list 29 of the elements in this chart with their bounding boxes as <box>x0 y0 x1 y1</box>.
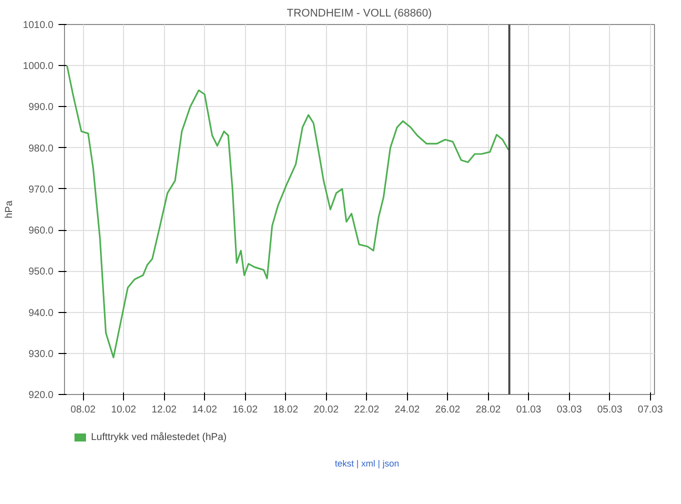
x-tick-label: 07.03 <box>638 404 664 416</box>
x-tick-label: 14.02 <box>192 404 218 416</box>
x-tick-label: 26.02 <box>435 404 461 416</box>
x-tick-label: 16.02 <box>232 404 258 416</box>
y-axis-title: hPa <box>4 200 15 218</box>
chart-title: TRONDHEIM - VOLL (68860) <box>286 8 432 20</box>
x-tick-label: 10.02 <box>111 404 137 416</box>
text: tekst | xml | json <box>334 458 400 468</box>
y-tick-label: 1010.0 <box>22 20 54 31</box>
y-tick-label: 990.0 <box>28 102 54 114</box>
y-tick-label: 940.0 <box>28 308 54 319</box>
x-tick-label: 22.02 <box>354 404 380 416</box>
x-tick-label: 03.03 <box>556 404 582 416</box>
y-tick-label: 930.0 <box>28 348 54 360</box>
y-tick-label: 950.0 <box>28 266 54 278</box>
x-tick-label: 20.02 <box>314 404 340 416</box>
x-tick-label: 01.03 <box>516 404 542 416</box>
x-tick-label: 28.02 <box>476 404 502 416</box>
x-tick-label: 18.02 <box>273 404 299 416</box>
y-tick-label: 970.0 <box>28 184 54 196</box>
legend-label: Lufttrykk ved målestedet (hPa) <box>91 432 227 442</box>
y-tick-label: 960.0 <box>28 226 54 237</box>
x-tick-label: 08.02 <box>70 404 96 416</box>
y-tick-label: 920.0 <box>28 390 54 401</box>
y-tick-label: 1000.0 <box>22 61 54 72</box>
x-tick-label: 24.02 <box>394 404 420 416</box>
x-tick-label: 05.03 <box>597 404 623 416</box>
x-tick-label: 12.02 <box>152 404 178 416</box>
y-tick-label: 980.0 <box>28 143 54 154</box>
